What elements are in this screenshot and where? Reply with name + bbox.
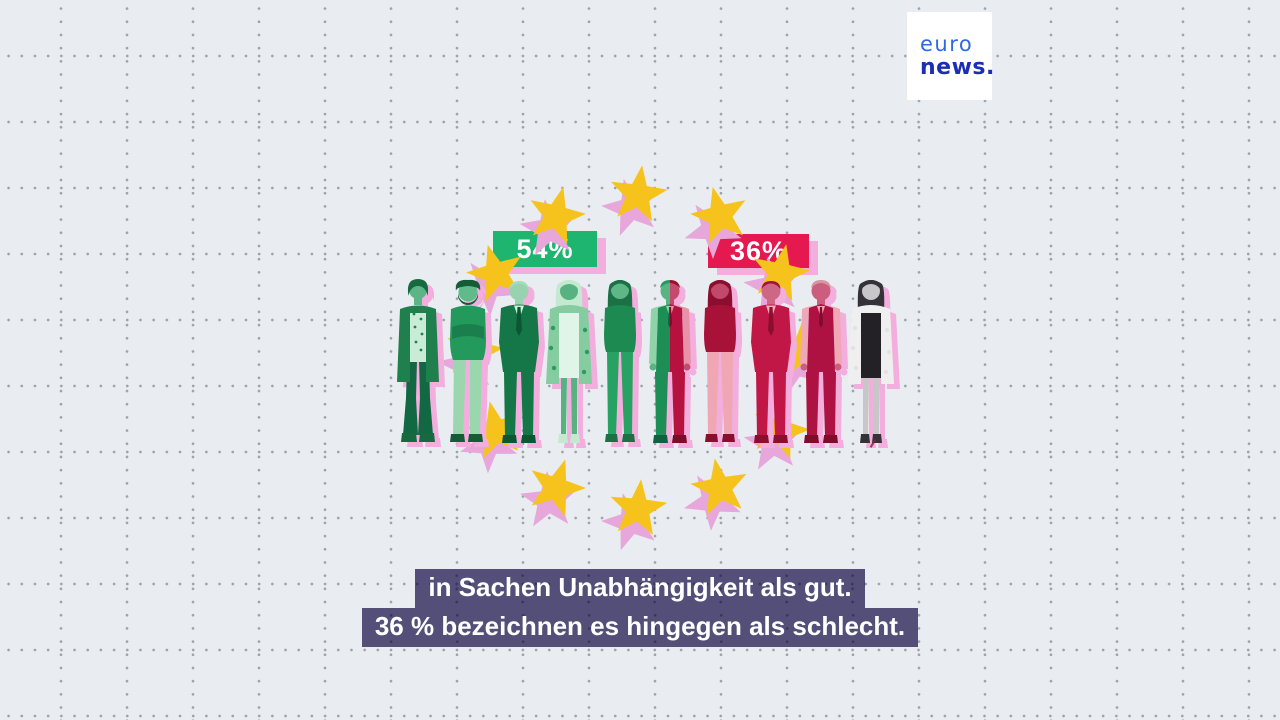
person-figure-man-suit-red xyxy=(741,278,801,448)
person-figure-woman-slim xyxy=(590,278,650,448)
person-figure-man-vest xyxy=(791,278,851,448)
person-figure-man-split xyxy=(640,278,700,448)
person-figure-woman-cardigan xyxy=(388,278,448,448)
eu-star-shadow xyxy=(460,261,518,317)
eu-star-shadow xyxy=(437,335,493,393)
person-figure-woman-white-coat xyxy=(841,278,901,448)
eu-star-icon xyxy=(773,322,831,377)
person-pink-shadow xyxy=(403,284,445,447)
person-figure-woman-afro xyxy=(690,278,750,448)
eu-star-icon xyxy=(690,458,747,515)
negative-percentage-label: 36% xyxy=(729,235,788,266)
eu-star-shadow xyxy=(743,413,801,470)
person-pink-shadow xyxy=(610,285,642,447)
eu-star-shadow xyxy=(601,178,657,236)
person-figure-man-suit xyxy=(489,278,549,448)
person-figure-woman-leopard-coat xyxy=(539,278,599,448)
eu-star-shadow xyxy=(460,418,518,474)
logo-text-news: news. xyxy=(920,55,995,80)
eu-star-icon xyxy=(531,459,586,517)
subtitle-line-1: in Sachen Unabhängigkeit als gut. xyxy=(415,569,864,608)
logo-text-euro: euro xyxy=(920,32,974,56)
person-pink-shadow xyxy=(552,285,598,448)
percentage-badge-positive: 54% xyxy=(493,231,597,267)
person-pink-shadow xyxy=(655,285,697,448)
eu-star-icon xyxy=(447,322,504,379)
positive-percentage-label: 54% xyxy=(516,233,574,264)
small-artifact-mark xyxy=(869,439,877,448)
subtitle-line-2: 36 % bezeichnen es hingegen als schlecht… xyxy=(362,608,918,647)
person-pink-shadow xyxy=(505,286,545,448)
person-pink-shadow xyxy=(806,285,848,448)
percentage-badge-negative: 36% xyxy=(708,234,809,268)
person-pink-shadow xyxy=(710,285,742,447)
person-pink-shadow xyxy=(456,285,492,447)
person-pink-shadow xyxy=(757,286,797,448)
eu-star-icon xyxy=(611,165,668,222)
person-figure-man-lean xyxy=(438,278,498,448)
eu-star-shadow xyxy=(601,493,656,551)
subtitle-captions: in Sachen Unabhängigkeit als gut. 36 % b… xyxy=(0,569,1280,647)
eu-star-shadow xyxy=(519,471,577,527)
euronews-logo: euro news. xyxy=(907,12,995,100)
eu-star-icon xyxy=(755,401,810,459)
eu-star-icon xyxy=(610,479,668,535)
eu-star-shadow xyxy=(765,337,821,395)
eu-star-icon xyxy=(466,401,522,458)
eu-star-shadow xyxy=(683,475,741,531)
person-pink-shadow xyxy=(854,285,900,448)
